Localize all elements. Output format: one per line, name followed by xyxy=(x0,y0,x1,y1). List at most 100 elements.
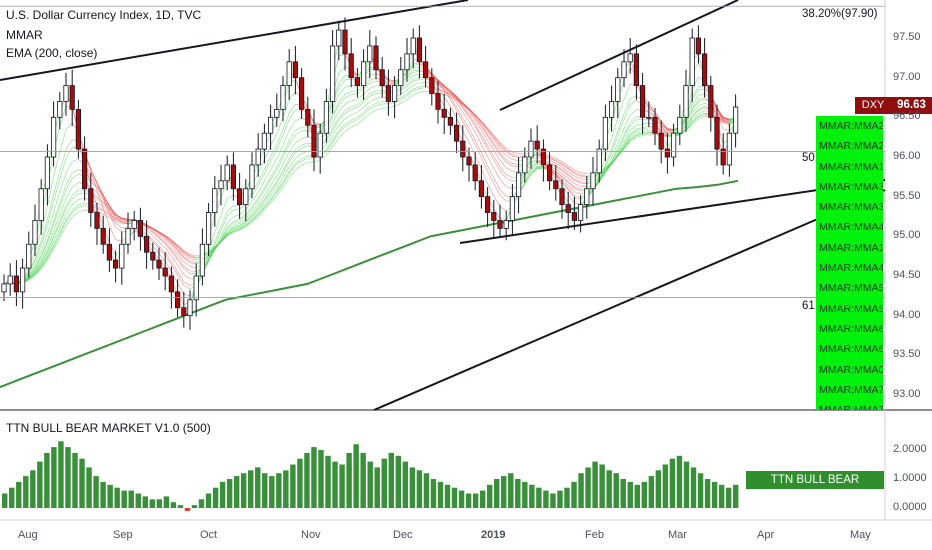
ribbon-segment xyxy=(623,137,631,148)
ribbon-segment xyxy=(164,237,172,245)
ribbon-segment xyxy=(90,186,98,193)
ribbon-segment xyxy=(530,167,538,172)
ribbon-segment xyxy=(369,73,377,76)
ribbon-segment xyxy=(437,80,445,86)
ribbon-segment xyxy=(499,144,507,151)
ribbon-segment xyxy=(382,107,389,109)
candle-body xyxy=(540,148,547,166)
ribbon-segment xyxy=(28,273,36,280)
ribbon-segment xyxy=(351,106,358,110)
ribbon-segment xyxy=(115,219,122,223)
ribbon-segment xyxy=(499,218,507,220)
ribbon-segment xyxy=(53,228,61,242)
ribbon-segment xyxy=(406,88,414,95)
histogram-bar xyxy=(353,444,359,508)
histogram-bar xyxy=(23,476,29,508)
histogram-bar xyxy=(163,496,170,508)
ribbon-segment xyxy=(468,109,476,116)
ribbon-segment xyxy=(34,255,42,268)
indicator-mmar-label[interactable]: MMAR xyxy=(6,28,43,42)
ribbon-segment xyxy=(406,90,414,97)
candle-body xyxy=(106,243,112,261)
ribbon-segment xyxy=(189,270,197,272)
histogram-bar xyxy=(522,481,528,508)
ribbon-segment xyxy=(189,256,197,259)
ribbon-segment xyxy=(574,191,581,195)
histogram-bar xyxy=(65,447,71,508)
ribbon-segment xyxy=(487,128,495,137)
ribbon-segment xyxy=(561,176,569,183)
ribbon-segment xyxy=(53,151,61,177)
ribbon-segment xyxy=(251,208,259,217)
ribbon-segment xyxy=(506,151,513,157)
ribbon-segment xyxy=(257,203,265,212)
indicator-ema-label[interactable]: EMA (200, close) xyxy=(6,46,98,60)
ribbon-segment xyxy=(481,168,488,184)
ribbon-segment xyxy=(264,192,271,202)
ribbon-segment xyxy=(487,171,495,184)
ribbon-segment xyxy=(239,221,246,226)
ribbon-segment xyxy=(574,202,581,204)
ribbon-segment xyxy=(264,176,271,189)
ribbon-segment xyxy=(326,142,333,152)
histogram-bar xyxy=(114,487,120,508)
ribbon-segment xyxy=(351,104,358,108)
candle-body xyxy=(398,69,404,86)
histogram-bar xyxy=(248,470,254,508)
ribbon-segment xyxy=(555,157,563,163)
ribbon-segment xyxy=(301,161,308,166)
candle-body xyxy=(416,37,423,63)
ribbon-segment xyxy=(220,235,228,243)
ribbon-segment xyxy=(561,173,569,179)
ribbon-segment xyxy=(691,115,699,122)
ribbon-segment xyxy=(450,96,457,101)
ribbon-segment xyxy=(642,131,649,134)
ribbon-segment xyxy=(239,204,247,210)
ribbon-segment xyxy=(288,109,296,120)
ribbon-segment xyxy=(555,160,563,166)
indicator-panel-title[interactable]: TTN BULL BEAR MARKET V1.0 (500) xyxy=(6,421,211,435)
ribbon-segment xyxy=(115,214,122,219)
histogram-bar xyxy=(332,461,338,508)
ribbon-segment xyxy=(109,211,116,218)
candle-body xyxy=(113,259,119,269)
candle-body xyxy=(404,53,410,71)
candle-body xyxy=(212,188,218,213)
ribbon-segment xyxy=(71,207,79,213)
ribbon-segment xyxy=(251,213,259,221)
histogram-bar xyxy=(107,484,113,508)
ribbon-segment xyxy=(270,133,278,146)
histogram-bar xyxy=(444,484,451,508)
ribbon-segment xyxy=(499,152,507,160)
ribbon-segment xyxy=(691,89,699,101)
ribbon-segment xyxy=(164,260,172,272)
ribbon-segment xyxy=(65,204,73,216)
ribbon-segment xyxy=(65,122,73,130)
ribbon-segment xyxy=(214,230,222,245)
ribbon-segment xyxy=(239,214,247,220)
ribbon-segment xyxy=(567,182,575,189)
ribbon-segment xyxy=(691,86,699,98)
ribbon-segment xyxy=(630,95,637,100)
ribbon-segment xyxy=(47,248,54,261)
histogram-bar xyxy=(704,479,711,508)
histogram-bar xyxy=(592,461,598,508)
time-tick-label: 2019 xyxy=(481,529,506,541)
histogram-bar xyxy=(423,473,430,508)
candle-body xyxy=(484,196,491,213)
ribbon-segment xyxy=(369,102,377,107)
ribbon-segment xyxy=(158,231,166,236)
ribbon-segment xyxy=(642,127,649,130)
ribbon-segment xyxy=(239,215,247,221)
ribbon-segment xyxy=(487,140,495,151)
time-tick-label: Nov xyxy=(301,529,321,541)
candle-body xyxy=(13,275,19,293)
candle-body xyxy=(689,37,695,86)
histogram-bar xyxy=(367,461,373,508)
ribbon-segment xyxy=(698,110,705,114)
histogram-bar xyxy=(240,473,247,508)
ribbon-segment xyxy=(574,186,581,190)
ribbon-segment xyxy=(567,189,575,198)
ribbon-segment xyxy=(499,148,507,156)
histogram-bar xyxy=(690,467,697,508)
